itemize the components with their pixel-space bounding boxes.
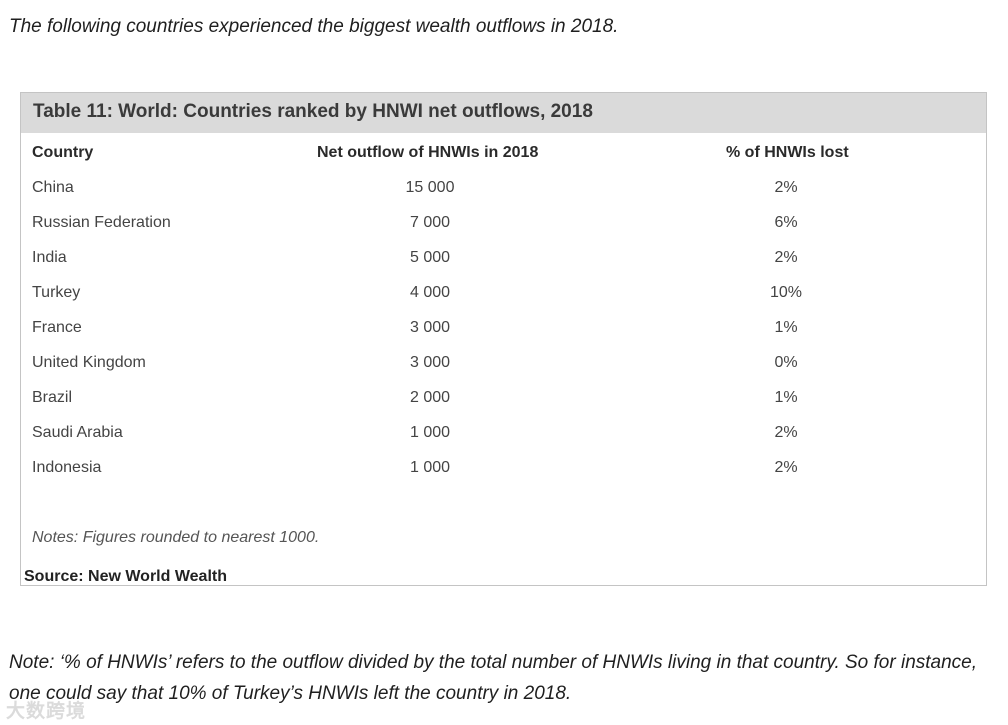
cell-country: Brazil: [32, 389, 73, 406]
table-row: United Kingdom 3 000 0%: [21, 354, 986, 378]
table-title: Table 11: World: Countries ranked by HNW…: [21, 93, 986, 133]
table-source: Source: New World Wealth: [24, 568, 227, 585]
table-row: Russian Federation 7 000 6%: [21, 214, 986, 238]
hnwi-outflow-table: Table 11: World: Countries ranked by HNW…: [20, 92, 987, 586]
table-row: India 5 000 2%: [21, 249, 986, 273]
column-header-pct-lost: % of HNWIs lost: [726, 144, 849, 161]
cell-pct-lost: 2%: [774, 179, 798, 196]
cell-country: Russian Federation: [32, 214, 171, 231]
column-header-country: Country: [32, 144, 94, 161]
table-row: Brazil 2 000 1%: [21, 389, 986, 413]
cell-net-outflow: 7 000: [409, 214, 451, 231]
cell-pct-lost: 10%: [769, 284, 803, 301]
table-row: Indonesia 1 000 2%: [21, 459, 986, 483]
cell-pct-lost: 2%: [774, 249, 798, 266]
table-row: Turkey 4 000 10%: [21, 284, 986, 308]
cell-country: Indonesia: [32, 459, 102, 476]
cell-pct-lost: 1%: [774, 389, 798, 406]
cell-pct-lost: 2%: [774, 459, 798, 476]
cell-country: China: [32, 179, 74, 196]
cell-net-outflow: 2 000: [409, 389, 451, 406]
cell-pct-lost: 6%: [774, 214, 798, 231]
table-row: China 15 000 2%: [21, 179, 986, 203]
cell-net-outflow: 3 000: [409, 319, 451, 336]
watermark-logo: 大数跨境: [6, 701, 87, 722]
cell-country: Saudi Arabia: [32, 424, 123, 441]
cell-pct-lost: 1%: [774, 319, 798, 336]
table-notes: Notes: Figures rounded to nearest 1000.: [32, 529, 320, 546]
cell-country: India: [32, 249, 67, 266]
table-row: Saudi Arabia 1 000 2%: [21, 424, 986, 448]
cell-net-outflow: 3 000: [409, 354, 451, 371]
cell-pct-lost: 2%: [774, 424, 798, 441]
cell-country: France: [32, 319, 82, 336]
table-row: France 3 000 1%: [21, 319, 986, 343]
cell-net-outflow: 1 000: [409, 424, 451, 441]
cell-net-outflow: 4 000: [409, 284, 451, 301]
cell-net-outflow: 1 000: [409, 459, 451, 476]
cell-net-outflow: 15 000: [405, 179, 455, 196]
intro-text: The following countries experienced the …: [9, 16, 619, 37]
column-header-net-outflow: Net outflow of HNWIs in 2018: [317, 144, 539, 161]
footnote-text: Note: ‘% of HNWIs’ refers to the outflow…: [9, 652, 978, 704]
cell-country: United Kingdom: [32, 354, 146, 371]
cell-country: Turkey: [32, 284, 81, 301]
cell-net-outflow: 5 000: [409, 249, 451, 266]
cell-pct-lost: 0%: [774, 354, 798, 371]
